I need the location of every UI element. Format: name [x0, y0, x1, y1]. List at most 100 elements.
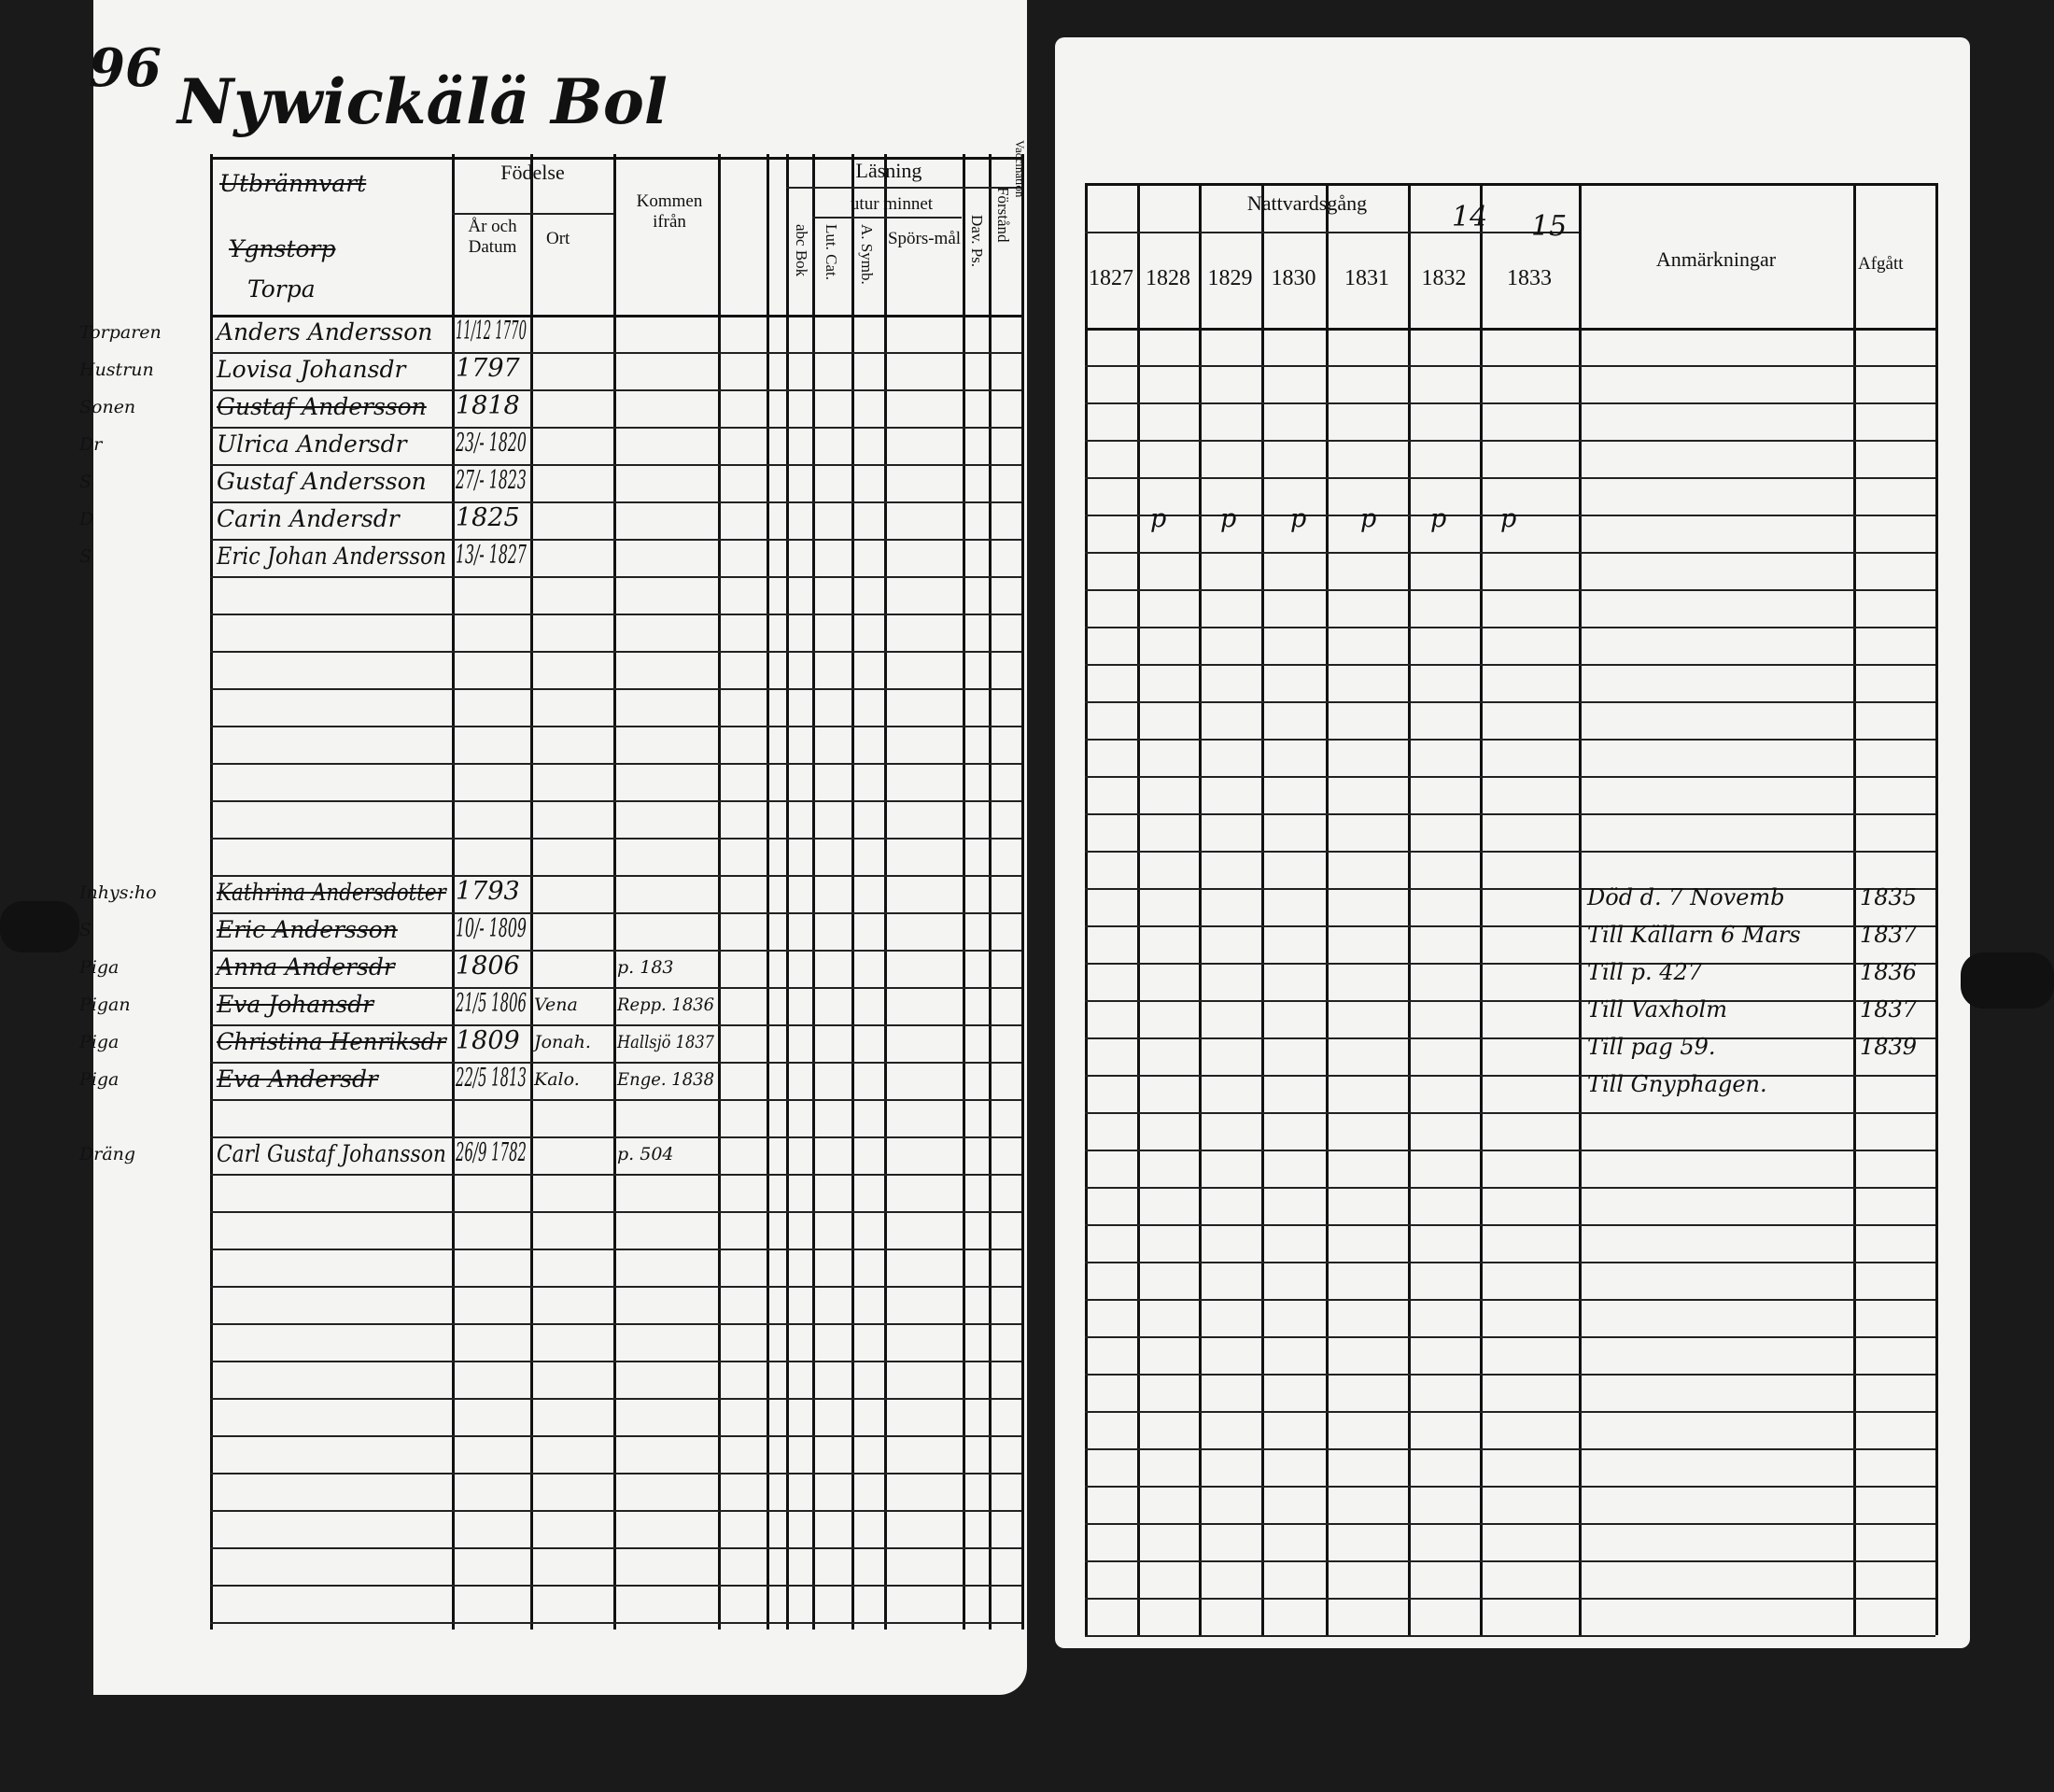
row-came-from: p. 183 [617, 957, 674, 978]
row-line [1085, 888, 1935, 890]
row-line [210, 1286, 1021, 1288]
column-line [1199, 183, 1202, 1635]
row-line [210, 1062, 1021, 1064]
row-remark: Till Källarn 6 Mars [1587, 922, 1801, 948]
column-line [1085, 183, 1088, 1635]
column-line [1579, 183, 1582, 1635]
communion-mark: p [1360, 504, 1377, 533]
column-line [884, 154, 887, 1630]
header-bottom-line [1085, 328, 1935, 331]
row-line [210, 950, 1021, 952]
column-line [613, 154, 616, 1630]
header-a-symb: A. Symb. [858, 224, 876, 285]
header-utur-minnet: utur minnet [850, 194, 934, 214]
row-birth-date: 1797 [456, 354, 520, 383]
column-line [1021, 154, 1024, 1630]
column-line [767, 154, 769, 1630]
row-line [210, 1323, 1021, 1325]
row-role: Inhys:ho [79, 882, 157, 903]
row-line [210, 614, 1021, 615]
header-sub-line [786, 187, 1021, 189]
row-line [210, 800, 1021, 802]
row-line [1085, 1224, 1935, 1226]
row-line [210, 389, 1021, 391]
header-sub-line [812, 217, 962, 219]
row-line [1085, 589, 1935, 591]
row-departed: 1837 [1860, 922, 1918, 948]
row-line [210, 688, 1021, 690]
row-departed: 1836 [1860, 959, 1918, 985]
row-name: Carl Gustaf Johansson [217, 1140, 446, 1167]
row-birth-date: 1825 [456, 503, 520, 532]
row-role: D [79, 509, 94, 529]
row-line [210, 763, 1021, 765]
header-ort: Ort [546, 229, 570, 248]
column-line [1935, 183, 1938, 1635]
communion-year-header: 1830 [1271, 266, 1316, 290]
header-ar-datum: År och Datum [468, 217, 517, 257]
row-line [210, 875, 1021, 877]
row-line [1085, 1075, 1935, 1077]
header-place: Torpa [247, 275, 316, 303]
row-line [1085, 1037, 1935, 1039]
page-number: 96 [89, 37, 162, 99]
column-line [210, 154, 213, 1630]
header-lut-cat: Lut. Cat. [823, 224, 840, 280]
column-line [718, 154, 721, 1630]
row-name: Eric Andersson [217, 916, 398, 943]
row-birth-date: 13/- 1827 [456, 541, 527, 570]
row-line [1085, 925, 1935, 927]
header-sporsmal: Spörs-mål [887, 229, 962, 248]
header-lasning: Läsning [855, 159, 922, 182]
row-birth-date: 10/- 1809 [456, 914, 527, 943]
row-role: Piga [79, 1032, 120, 1052]
communion-year-header: 1831 [1344, 266, 1389, 290]
header-nattvardsgang: Nattvardsgång [1246, 191, 1368, 215]
row-role: S [79, 920, 92, 940]
column-line [786, 154, 789, 1630]
row-line [210, 464, 1021, 466]
row-line [1085, 963, 1935, 965]
header-fodelse: Födelse [500, 161, 565, 184]
header-top-line [210, 157, 1021, 160]
row-line [210, 1361, 1021, 1362]
row-line [1085, 851, 1935, 853]
row-name: Eric Johan Andersson [217, 543, 447, 570]
row-birth-date: 1806 [456, 952, 520, 981]
header-sub-line [1085, 232, 1579, 233]
row-line [210, 1024, 1021, 1026]
row-line [210, 1622, 1021, 1624]
column-line [812, 154, 815, 1630]
row-line [1085, 402, 1935, 404]
row-line [1085, 664, 1935, 666]
header-kommen: Kommen ifrån [636, 191, 703, 232]
row-line [1085, 1486, 1935, 1488]
row-line [1085, 1262, 1935, 1263]
row-role: Dr [79, 434, 103, 455]
row-line [1085, 1187, 1935, 1189]
row-birth-date: 1809 [456, 1026, 520, 1055]
row-line [210, 539, 1021, 541]
row-line [210, 427, 1021, 429]
row-line [210, 1174, 1021, 1176]
header-struck-2: Ygnstorp [229, 235, 336, 262]
row-line [210, 1211, 1021, 1213]
row-remark: Död d. 7 Novemb [1587, 884, 1785, 910]
row-came-from: p. 504 [617, 1144, 674, 1164]
communion-year-header: 1828 [1146, 266, 1190, 290]
row-birth-place: Kalo. [534, 1069, 580, 1090]
row-came-from: Enge. 1838 [617, 1069, 715, 1090]
communion-mark: p [1500, 504, 1517, 533]
row-came-from: Hallsjö 1837 [617, 1032, 715, 1052]
row-name: Carin Andersdr [217, 505, 400, 532]
row-line [1085, 1523, 1935, 1525]
row-line [1085, 627, 1935, 628]
row-line [210, 1473, 1021, 1475]
row-remark: Till p. 427 [1587, 959, 1703, 985]
row-line [1085, 515, 1935, 516]
row-line [1085, 1336, 1935, 1338]
row-departed: 1835 [1860, 884, 1918, 910]
header-side: Vaccination [1013, 140, 1027, 198]
row-line [1085, 813, 1935, 815]
communion-mark: p [1150, 504, 1167, 533]
